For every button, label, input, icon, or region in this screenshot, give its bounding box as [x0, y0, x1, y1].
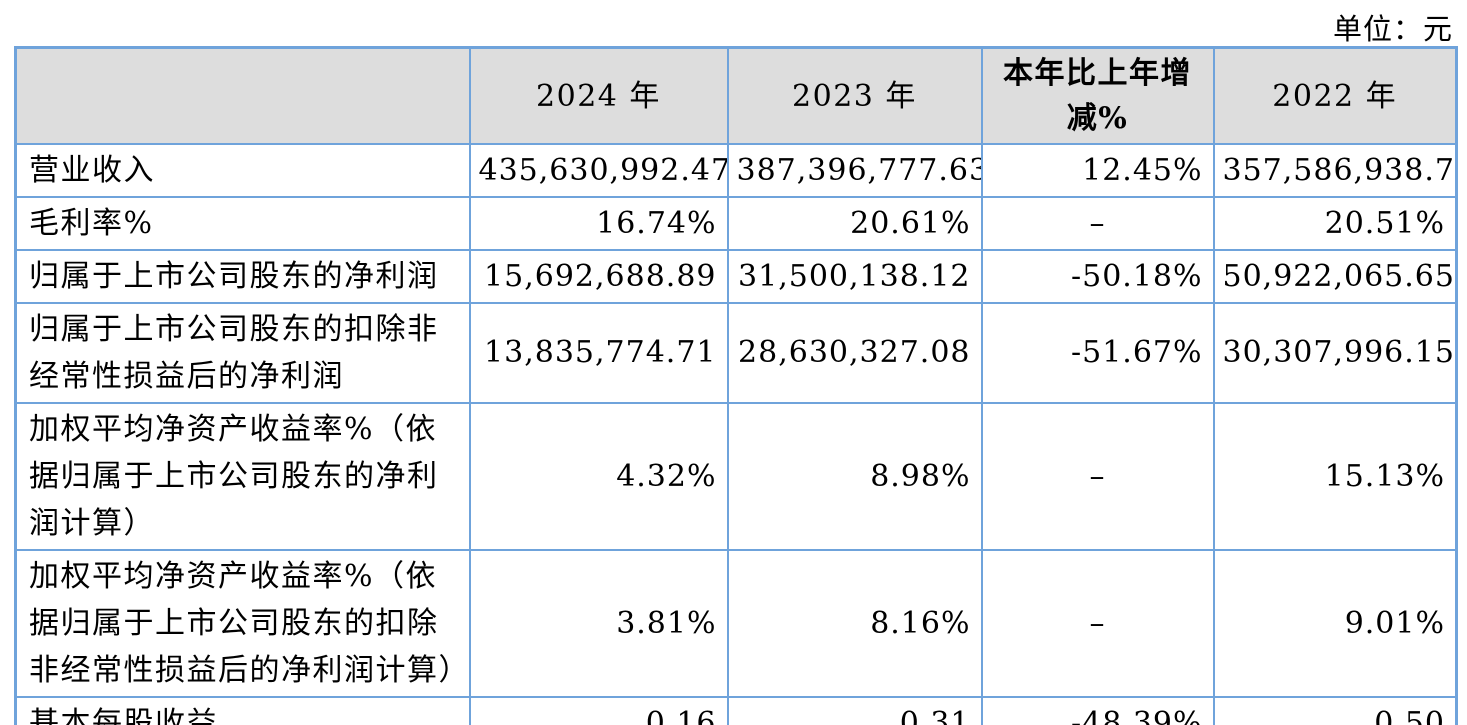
value-2022: 9.01% — [1212, 549, 1458, 698]
value-2023: 31,500,138.12 — [726, 249, 983, 304]
value-2024: 3.81% — [468, 549, 729, 698]
financial-indicators-table: 2024 年 2023 年 本年比上年增减% 2022 年 营业收入 435,6… — [14, 46, 1458, 725]
table-header-row: 2024 年 2023 年 本年比上年增减% 2022 年 — [14, 46, 1458, 145]
header-2023: 2023 年 — [726, 46, 983, 145]
row-label: 基本每股收益 — [14, 696, 471, 725]
value-2024: 0.16 — [468, 696, 729, 725]
value-2022: 0.50 — [1212, 696, 1458, 725]
table-row-operating-revenue: 营业收入 435,630,992.47 387,396,777.63 12.45… — [14, 143, 1458, 198]
value-2024: 4.32% — [468, 402, 729, 551]
row-label: 归属于上市公司股东的扣除非经常性损益后的净利润 — [14, 302, 471, 404]
table-row-net-profit: 归属于上市公司股东的净利润 15,692,688.89 31,500,138.1… — [14, 249, 1458, 304]
value-yoy-change: -50.18% — [980, 249, 1215, 304]
value-2022: 15.13% — [1212, 402, 1458, 551]
value-yoy-change: – — [980, 549, 1215, 698]
table-row-basic-eps: 基本每股收益 0.16 0.31 -48.39% 0.50 — [14, 696, 1458, 725]
value-2023: 0.31 — [726, 696, 983, 725]
value-2023: 28,630,327.08 — [726, 302, 983, 404]
row-label: 加权平均净资产收益率%（依据归属于上市公司股东的扣除非经常性损益后的净利润计算） — [14, 549, 471, 698]
value-yoy-change: 12.45% — [980, 143, 1215, 198]
value-2022: 30,307,996.15 — [1212, 302, 1458, 404]
row-label: 毛利率% — [14, 196, 471, 251]
header-yoy-change: 本年比上年增减% — [980, 46, 1215, 145]
header-2022: 2022 年 — [1212, 46, 1458, 145]
value-2024: 13,835,774.71 — [468, 302, 729, 404]
header-2024: 2024 年 — [468, 46, 729, 145]
value-2024: 15,692,688.89 — [468, 249, 729, 304]
value-yoy-change: -48.39% — [980, 696, 1215, 725]
header-indicator — [14, 46, 471, 145]
row-label: 营业收入 — [14, 143, 471, 198]
table-row-weighted-roe-deducted: 加权平均净资产收益率%（依据归属于上市公司股东的扣除非经常性损益后的净利润计算）… — [14, 549, 1458, 698]
value-2022: 357,586,938.77 — [1212, 143, 1458, 198]
value-2023: 20.61% — [726, 196, 983, 251]
value-yoy-change: -51.67% — [980, 302, 1215, 404]
table-row-net-profit-deducted: 归属于上市公司股东的扣除非经常性损益后的净利润 13,835,774.71 28… — [14, 302, 1458, 404]
value-2024: 435,630,992.47 — [468, 143, 729, 198]
value-2023: 387,396,777.63 — [726, 143, 983, 198]
value-yoy-change: – — [980, 402, 1215, 551]
value-yoy-change: – — [980, 196, 1215, 251]
value-2022: 50,922,065.65 — [1212, 249, 1458, 304]
table-row-weighted-roe: 加权平均净资产收益率%（依据归属于上市公司股东的净利润计算） 4.32% 8.9… — [14, 402, 1458, 551]
row-label: 加权平均净资产收益率%（依据归属于上市公司股东的净利润计算） — [14, 402, 471, 551]
value-2023: 8.98% — [726, 402, 983, 551]
row-label: 归属于上市公司股东的净利润 — [14, 249, 471, 304]
unit-label: 单位：元 — [1332, 12, 1453, 46]
table-row-gross-margin: 毛利率% 16.74% 20.61% – 20.51% — [14, 196, 1458, 251]
value-2022: 20.51% — [1212, 196, 1458, 251]
value-2024: 16.74% — [468, 196, 729, 251]
value-2023: 8.16% — [726, 549, 983, 698]
